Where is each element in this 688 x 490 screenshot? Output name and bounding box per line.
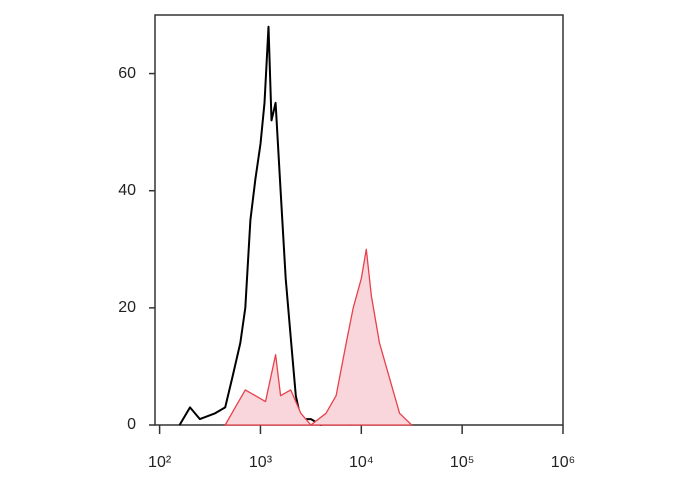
y-tick-label: 40: [118, 182, 136, 199]
x-tick-label: 10²: [148, 454, 172, 471]
x-tick-label: 10⁶: [551, 454, 575, 471]
y-tick-label: 20: [118, 299, 136, 316]
y-tick-label: 0: [127, 416, 136, 433]
histogram-line: [178, 25, 352, 426]
x-tick-label: 10⁵: [450, 454, 474, 471]
x-tick-label: 10³: [249, 454, 273, 471]
y-tick-label: 60: [118, 65, 136, 82]
filled-histogram: [224, 248, 413, 426]
x-tick-label: 10⁴: [349, 454, 374, 471]
